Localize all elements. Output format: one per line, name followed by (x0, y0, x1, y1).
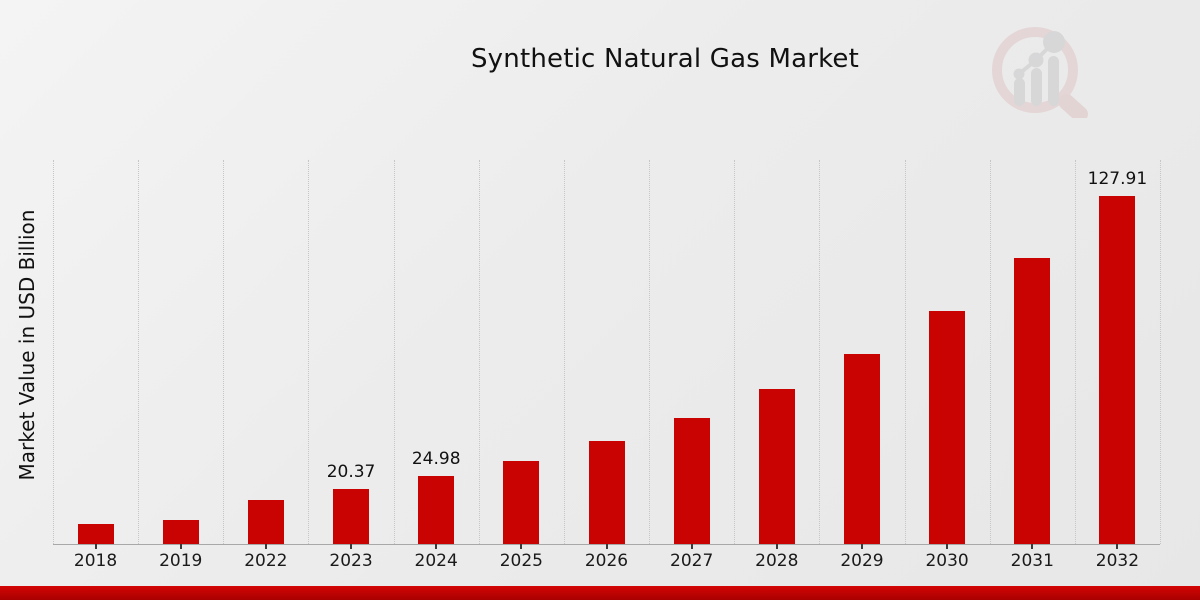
x-tick-label-2019: 2019 (159, 551, 203, 571)
x-tick-label-2031: 2031 (1010, 551, 1054, 571)
bar-2022 (247, 500, 284, 544)
x-axis-tick (94, 544, 97, 549)
vertical-gridline (904, 160, 906, 544)
bar-2024 (418, 475, 455, 544)
plot-area: 2018 2019 2022 2023 20.37 2024 24.98 2025 2026 20… (53, 160, 1161, 571)
bar-2019 (162, 519, 199, 544)
bar-2029 (843, 354, 880, 544)
vertical-gridline (223, 160, 225, 544)
x-axis-tick (690, 544, 693, 549)
magnifier-bar-chart-watermark-icon (992, 27, 1089, 118)
bar-2026 (588, 441, 625, 544)
x-tick-label-2027: 2027 (670, 551, 714, 571)
bar-2025 (503, 461, 540, 544)
x-axis-tick (860, 544, 863, 549)
vertical-gridline (308, 160, 310, 544)
x-axis-tick (1116, 544, 1119, 549)
x-tick-label-2018: 2018 (73, 551, 118, 571)
vertical-gridline (819, 160, 821, 544)
x-tick-label-2029: 2029 (840, 551, 884, 571)
vertical-gridline (563, 160, 565, 544)
x-tick-label-2024: 2024 (414, 551, 458, 571)
vertical-gridline (478, 160, 480, 544)
vertical-gridline (138, 160, 140, 544)
vertical-gridline (649, 160, 651, 544)
bar-value-label-2032: 127.91 (1087, 168, 1148, 189)
vertical-gridline (1160, 160, 1161, 544)
bar-2031 (1014, 258, 1051, 544)
vertical-gridline (53, 160, 54, 544)
bar-value-label-2023: 20.37 (326, 461, 376, 482)
vertical-gridline (1074, 160, 1076, 544)
x-axis-tick (946, 544, 949, 549)
x-axis-tick (179, 544, 182, 549)
bar-2032 (1099, 195, 1136, 544)
bar-2027 (673, 418, 710, 544)
x-axis-tick (350, 544, 353, 549)
x-tick-label-2030: 2030 (925, 551, 969, 571)
bar-2030 (929, 311, 966, 544)
x-axis-tick (775, 544, 778, 549)
x-axis-tick (435, 544, 438, 549)
vertical-gridline (734, 160, 736, 544)
x-tick-label-2028: 2028 (755, 551, 799, 571)
bar-value-label-2024: 24.98 (411, 448, 461, 469)
x-axis-tick (520, 544, 523, 549)
x-tick-label-2025: 2025 (499, 551, 543, 571)
x-tick-label-2022: 2022 (244, 551, 288, 571)
vertical-gridline (393, 160, 395, 544)
bar-2018 (77, 523, 114, 544)
x-tick-label-2023: 2023 (329, 551, 373, 571)
x-axis-tick (1031, 544, 1034, 549)
vertical-gridline (989, 160, 991, 544)
x-tick-label-2026: 2026 (584, 551, 629, 571)
x-axis-tick (605, 544, 608, 549)
x-axis-tick (264, 544, 267, 549)
chart-title: Synthetic Natural Gas Market (470, 44, 860, 74)
x-tick-label-2032: 2032 (1095, 551, 1140, 571)
bottom-accent-strip (0, 586, 1200, 600)
bar-2028 (758, 389, 795, 544)
bar-2023 (333, 488, 370, 544)
